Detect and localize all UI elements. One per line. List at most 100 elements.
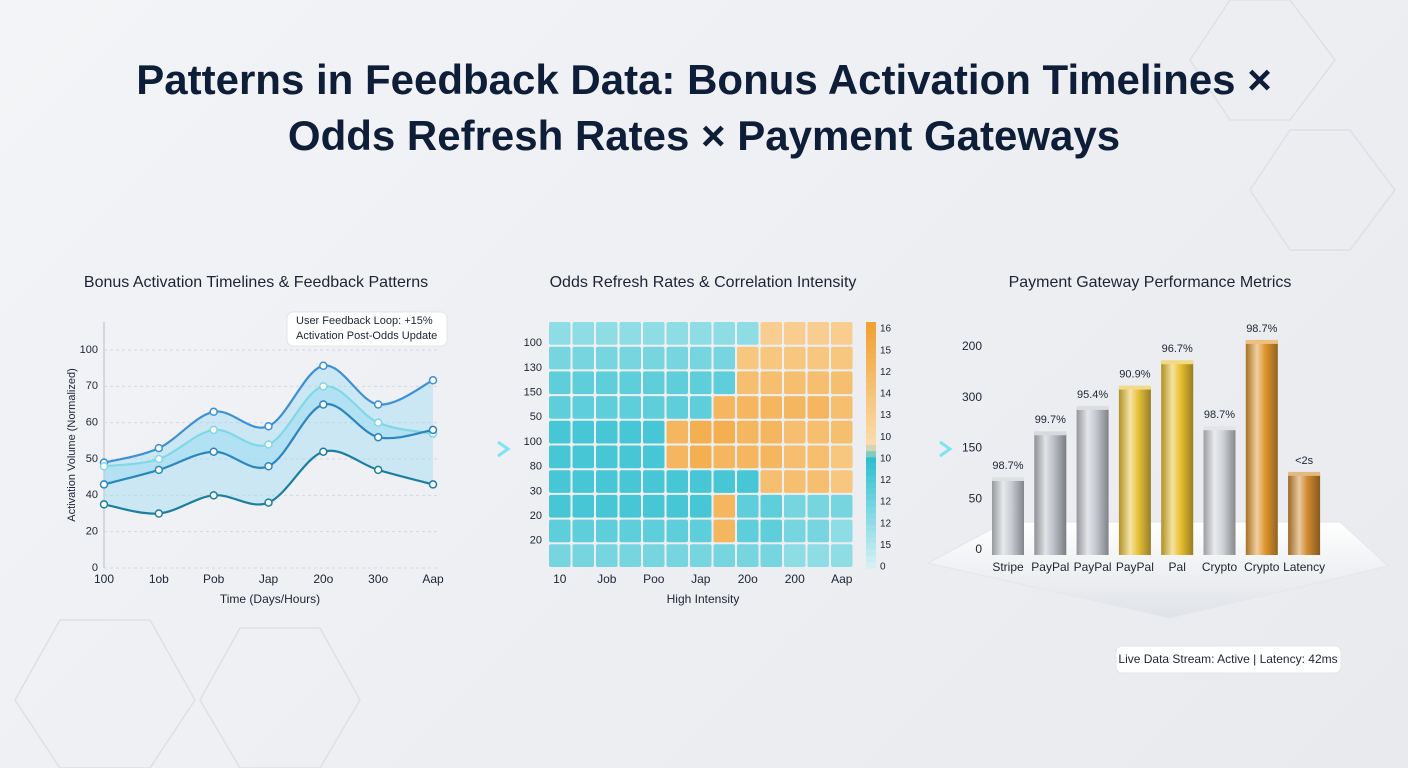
- point: [209, 447, 218, 456]
- heat-cell: [619, 371, 641, 395]
- bar-label: 95.4%: [1077, 389, 1108, 401]
- heat-cell: [807, 494, 829, 518]
- heat-cell: [760, 420, 782, 444]
- heat-cell: [690, 470, 712, 493]
- y-tick-label: 0: [975, 542, 982, 556]
- heat-cell: [643, 519, 665, 543]
- colorbar-segment: [866, 328, 876, 335]
- heat-cell: [831, 494, 853, 518]
- x-tick-label: PayPal: [1116, 560, 1154, 574]
- bar-label: 98.7%: [1204, 409, 1235, 421]
- heat-cell: [572, 544, 594, 567]
- heat-cell: [713, 445, 735, 469]
- colorbar-segment: [866, 475, 876, 483]
- y-tick-label: 300: [962, 390, 982, 404]
- chart-title: Odds Refresh Rates & Correlation Intensi…: [550, 274, 857, 291]
- point: [428, 425, 438, 435]
- heat-cell: [572, 346, 594, 370]
- annotation: Activation Post-Odds Update: [296, 330, 437, 342]
- band: [104, 386, 433, 485]
- heat-cell: [690, 445, 712, 469]
- heat-cell: [549, 322, 571, 345]
- colorbar-segment: [866, 518, 876, 526]
- heat-cell: [737, 346, 759, 370]
- heat-cell: [807, 346, 829, 370]
- heat-cell: [784, 470, 806, 493]
- heat-cell: [713, 494, 735, 518]
- bar-cap: [1076, 405, 1109, 410]
- heat-cell: [831, 396, 853, 419]
- y-tick-label: 80: [530, 461, 542, 473]
- y-tick-label: 20: [86, 526, 98, 538]
- heat-cell: [666, 470, 688, 493]
- point: [319, 382, 328, 391]
- colorbar-segment: [866, 371, 876, 378]
- heat-cell: [596, 470, 618, 493]
- heat-cell: [643, 420, 665, 444]
- heat-cell: [831, 445, 853, 469]
- colorbar-label: 15: [880, 540, 892, 551]
- colorbar-segment: [866, 414, 876, 421]
- y-tick-label: 100: [80, 344, 98, 356]
- heat-cell: [596, 371, 618, 395]
- heat-cell: [596, 544, 618, 567]
- heat-cell: [572, 420, 594, 444]
- bar: [1203, 428, 1236, 555]
- heat-cell: [784, 445, 806, 469]
- bar-cap: [1118, 385, 1151, 390]
- heat-cell: [831, 519, 853, 543]
- colorbar-segment: [866, 488, 876, 495]
- y-tick-label: 20: [530, 510, 542, 522]
- heat-cell: [666, 544, 688, 567]
- bar: [1245, 341, 1278, 555]
- heat-cell: [549, 544, 571, 567]
- heat-cell: [807, 544, 829, 567]
- colorbar-label: 10: [880, 432, 892, 443]
- heat-cell: [737, 544, 759, 567]
- bar-label: 90.9%: [1119, 369, 1150, 381]
- heat-cell: [572, 470, 594, 493]
- colorbar-segment: [866, 537, 876, 544]
- heat-cell: [690, 371, 712, 395]
- heat-cell: [737, 445, 759, 469]
- colorbar-segment: [866, 352, 876, 360]
- heat-cell: [807, 519, 829, 543]
- colorbar-label: 14: [880, 389, 892, 400]
- annotation: User Feedback Loop: +15%: [296, 315, 433, 327]
- heat-cell: [596, 445, 618, 469]
- colorbar-segment: [866, 494, 876, 501]
- bar: [1161, 362, 1194, 555]
- heat-cell: [619, 445, 641, 469]
- bar-label: 98.7%: [1246, 323, 1277, 335]
- heat-cell: [760, 346, 782, 370]
- colorbar-segment: [866, 432, 876, 440]
- heat-cell: [690, 494, 712, 518]
- point: [373, 418, 383, 427]
- heat-cell: [737, 519, 759, 543]
- bar-cap: [992, 476, 1024, 481]
- point: [373, 400, 383, 409]
- colorbar-segment: [866, 524, 876, 532]
- heat-cell: [831, 371, 853, 395]
- point: [319, 447, 328, 456]
- heat-cell: [690, 346, 712, 370]
- heat-cell: [784, 494, 806, 518]
- heat-cell: [549, 519, 571, 543]
- point: [154, 443, 164, 453]
- y-tick-label: 130: [524, 362, 542, 374]
- point: [428, 376, 438, 385]
- x-tick-label: 100: [94, 572, 114, 586]
- colorbar-segment: [866, 426, 876, 434]
- heat-cell: [831, 470, 853, 493]
- heat-cell: [760, 396, 782, 419]
- x-tick-label: Crypto: [1202, 560, 1238, 574]
- bar: [1076, 407, 1109, 555]
- flow-arrow: [900, 440, 953, 458]
- heat-cell: [619, 322, 641, 345]
- status-text: Live Data Stream: Active | Latency: 42ms: [1118, 652, 1337, 666]
- heat-cell: [572, 494, 594, 518]
- band: [104, 365, 433, 514]
- heat-cell: [549, 420, 571, 444]
